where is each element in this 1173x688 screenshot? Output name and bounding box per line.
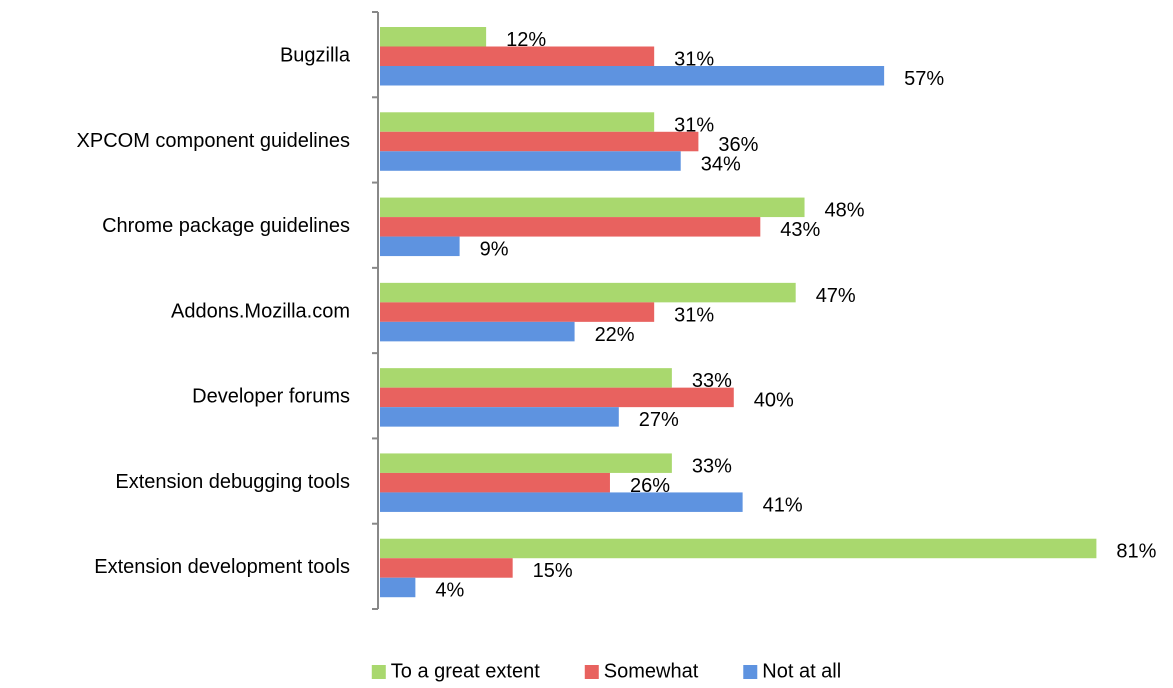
value-label: 43%: [780, 219, 820, 241]
value-label: 33%: [692, 455, 732, 477]
legend-label: Not at all: [762, 660, 841, 682]
bar: [380, 66, 885, 86]
bar: [380, 368, 672, 388]
value-label: 4%: [435, 580, 464, 602]
category-label: Extension development tools: [94, 556, 350, 578]
category-label: Chrome package guidelines: [102, 215, 350, 237]
bar: [380, 321, 575, 342]
bar: [380, 558, 513, 578]
bar: [380, 577, 416, 598]
bar: [380, 27, 487, 47]
value-label: 27%: [639, 409, 679, 431]
value-label: 40%: [754, 390, 794, 412]
value-label: 31%: [674, 114, 714, 136]
value-label: 36%: [718, 134, 758, 156]
bar: [380, 236, 460, 257]
value-label: 9%: [480, 239, 509, 261]
value-label: 22%: [595, 324, 635, 346]
category-label: Addons.Mozilla.com: [171, 300, 350, 322]
bar: [380, 387, 734, 408]
value-label: 31%: [674, 49, 714, 71]
bar: [380, 112, 655, 132]
bar: [380, 538, 1097, 559]
value-label: 12%: [506, 29, 546, 51]
category-label: Extension debugging tools: [115, 471, 350, 493]
bar: [380, 46, 655, 66]
value-label: 26%: [630, 475, 670, 497]
bar: [380, 407, 619, 427]
bar: [380, 197, 805, 218]
value-label: 41%: [763, 494, 803, 516]
bar: [380, 453, 672, 473]
bar: [380, 472, 610, 493]
category-label: XPCOM component guidelines: [77, 130, 350, 152]
value-label: 48%: [825, 200, 865, 222]
value-label: 34%: [701, 153, 741, 175]
value-label: 15%: [533, 560, 573, 582]
bar: [380, 302, 655, 322]
bar: [380, 282, 796, 303]
value-label: 31%: [674, 304, 714, 326]
bar: [380, 492, 743, 512]
legend-swatch: [584, 665, 599, 679]
value-label: 57%: [904, 68, 944, 90]
legend-label: To a great extent: [391, 660, 540, 682]
bar: [380, 131, 699, 152]
legend-label: Somewhat: [604, 660, 699, 682]
legend-swatch: [371, 665, 386, 679]
legend-swatch: [743, 665, 758, 679]
bar: [380, 217, 761, 237]
bar: [380, 151, 681, 171]
value-label: 47%: [816, 285, 856, 307]
value-label: 81%: [1116, 541, 1156, 563]
value-label: 33%: [692, 370, 732, 392]
category-label: Bugzilla: [280, 45, 351, 67]
category-label: Developer forums: [192, 386, 350, 408]
